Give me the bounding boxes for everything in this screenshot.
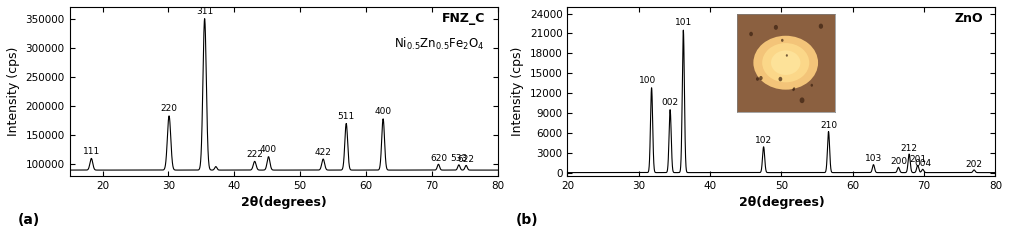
Text: 200: 200 [890, 157, 907, 166]
Text: Ni$_{0.5}$Zn$_{0.5}$Fe$_2$O$_4$: Ni$_{0.5}$Zn$_{0.5}$Fe$_2$O$_4$ [395, 36, 485, 52]
Text: 004: 004 [914, 160, 931, 169]
Y-axis label: Intensity (cps): Intensity (cps) [512, 47, 525, 136]
Text: 100: 100 [640, 76, 657, 85]
X-axis label: 2θ(degrees): 2θ(degrees) [241, 196, 327, 209]
Text: 422: 422 [315, 148, 332, 157]
Text: 202: 202 [966, 160, 983, 169]
Text: 511: 511 [338, 112, 355, 121]
Text: 210: 210 [820, 121, 837, 130]
Text: 201: 201 [909, 155, 926, 164]
Text: (a): (a) [18, 213, 40, 227]
Text: 533: 533 [450, 154, 467, 163]
Text: 103: 103 [865, 154, 882, 163]
X-axis label: 2θ(degrees): 2θ(degrees) [739, 196, 824, 209]
Text: 101: 101 [675, 18, 692, 27]
Text: 400: 400 [374, 107, 391, 116]
Text: ZnO: ZnO [955, 12, 983, 25]
Text: 622: 622 [458, 155, 474, 164]
Text: 220: 220 [160, 104, 178, 113]
Text: 311: 311 [196, 7, 213, 16]
Text: (b): (b) [516, 213, 539, 227]
Text: 620: 620 [430, 154, 447, 163]
Text: FNZ_C: FNZ_C [442, 12, 485, 25]
Text: 111: 111 [83, 147, 100, 156]
Text: 002: 002 [662, 98, 679, 107]
Text: 102: 102 [755, 136, 772, 145]
Y-axis label: Intensity (cps): Intensity (cps) [7, 47, 20, 136]
Text: 222: 222 [246, 150, 263, 159]
Text: 400: 400 [260, 145, 277, 154]
Text: 212: 212 [901, 144, 917, 153]
